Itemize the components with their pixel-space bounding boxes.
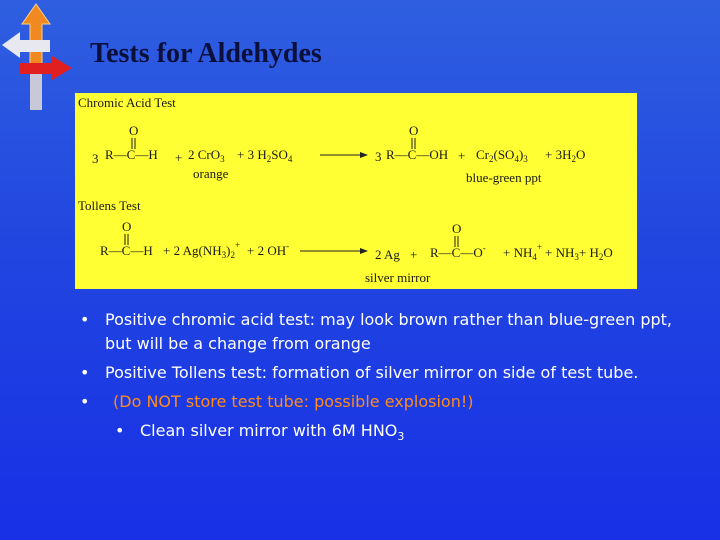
- formula: R—C—OH: [386, 147, 448, 162]
- box-bg: [75, 93, 637, 289]
- t: 2: [571, 154, 576, 164]
- bullet: • Positive Tollens test: formation of sil…: [80, 363, 639, 382]
- t: 3: [523, 154, 528, 164]
- bullet: • Positive chromic acid test: may look br…: [80, 310, 673, 353]
- t: + 2 Ag(NH: [163, 243, 222, 258]
- up-arrow: [21, 3, 51, 71]
- t: -: [483, 243, 486, 253]
- formula: 2 Ag: [375, 247, 400, 262]
- t: Cr: [476, 147, 490, 162]
- t: O: [576, 147, 585, 162]
- formula: Cr2(SO4)3: [476, 147, 528, 164]
- t: 4: [514, 154, 519, 164]
- formula: 3: [92, 151, 99, 166]
- bullet-list: • Positive chromic acid test: may look br…: [80, 308, 680, 449]
- t: 2: [489, 154, 494, 164]
- t: + 2 OH: [247, 243, 286, 258]
- formula: O: [122, 219, 131, 234]
- t: ): [226, 243, 230, 258]
- bullet-text: Positive chromic acid test: may look bro…: [105, 310, 673, 353]
- t: 4: [532, 252, 537, 262]
- left-arrow: [2, 32, 50, 58]
- note: orange: [193, 166, 229, 181]
- arrow-head: [360, 152, 368, 158]
- formula: 3: [375, 149, 382, 164]
- t: -: [286, 241, 289, 251]
- formula: R—C—H: [105, 147, 158, 162]
- t: + H: [579, 245, 599, 260]
- subscript: 3: [397, 430, 405, 444]
- t: 2: [267, 154, 272, 164]
- bullet-text: Positive Tollens test: formation of silv…: [105, 363, 639, 382]
- formula: + 3 H2SO4: [237, 147, 293, 164]
- formula: + NH4+: [503, 242, 542, 262]
- formula: + 3H2O: [545, 147, 585, 164]
- formula: +: [410, 247, 417, 262]
- formula: + NH3+ H2O: [545, 245, 613, 262]
- formula: R—C—O-: [430, 243, 486, 260]
- t: 2: [230, 250, 235, 260]
- t: 3: [220, 154, 225, 164]
- formula: + 2 OH-: [247, 241, 289, 258]
- t: 2: [599, 252, 604, 262]
- slide-title: Tests for Aldehydes: [90, 38, 322, 69]
- arrow-head: [360, 248, 368, 254]
- t: + 3 H: [237, 147, 267, 162]
- t: SO: [271, 147, 288, 162]
- bullet-text: (Do NOT store test tube: possible explos…: [113, 392, 474, 411]
- test-label: Tollens Test: [78, 198, 141, 213]
- t: ): [519, 147, 523, 162]
- formula: + 2 Ag(NH3)2+: [163, 240, 240, 260]
- formula: R—C—H: [100, 243, 153, 258]
- t: + 3H: [545, 147, 571, 162]
- t: +: [537, 242, 542, 252]
- note: silver mirror: [365, 270, 431, 285]
- t: + NH: [503, 245, 532, 260]
- right-arrow: [20, 56, 72, 80]
- nav-arrows: [2, 3, 72, 110]
- note: blue-green ppt: [466, 170, 542, 185]
- reaction-box: Chromic Acid Test 3 R—C—H O + 2 CrO3 + 3…: [75, 93, 637, 289]
- t: 2 CrO: [188, 147, 220, 162]
- sub-bullet: • Clean silver mirror with 6M HNO3: [115, 421, 405, 444]
- bullet-text: Clean silver mirror with 6M HNO: [140, 421, 398, 440]
- formula: +: [458, 148, 465, 163]
- t: + NH: [545, 245, 574, 260]
- t: 4: [288, 154, 293, 164]
- t: +: [235, 240, 240, 250]
- bullet: • (Do NOT store test tube: possible explo…: [80, 392, 474, 411]
- formula: 2 CrO3: [188, 147, 225, 164]
- formula: O: [409, 123, 418, 138]
- t: 3: [574, 252, 579, 262]
- formula: +: [175, 150, 182, 165]
- formula: O: [129, 123, 138, 138]
- test-label: Chromic Acid Test: [78, 95, 176, 110]
- t: R—C—O: [430, 245, 483, 260]
- t: 3: [222, 250, 227, 260]
- t: (SO: [494, 147, 515, 162]
- t: O: [603, 245, 612, 260]
- formula: O: [452, 221, 461, 236]
